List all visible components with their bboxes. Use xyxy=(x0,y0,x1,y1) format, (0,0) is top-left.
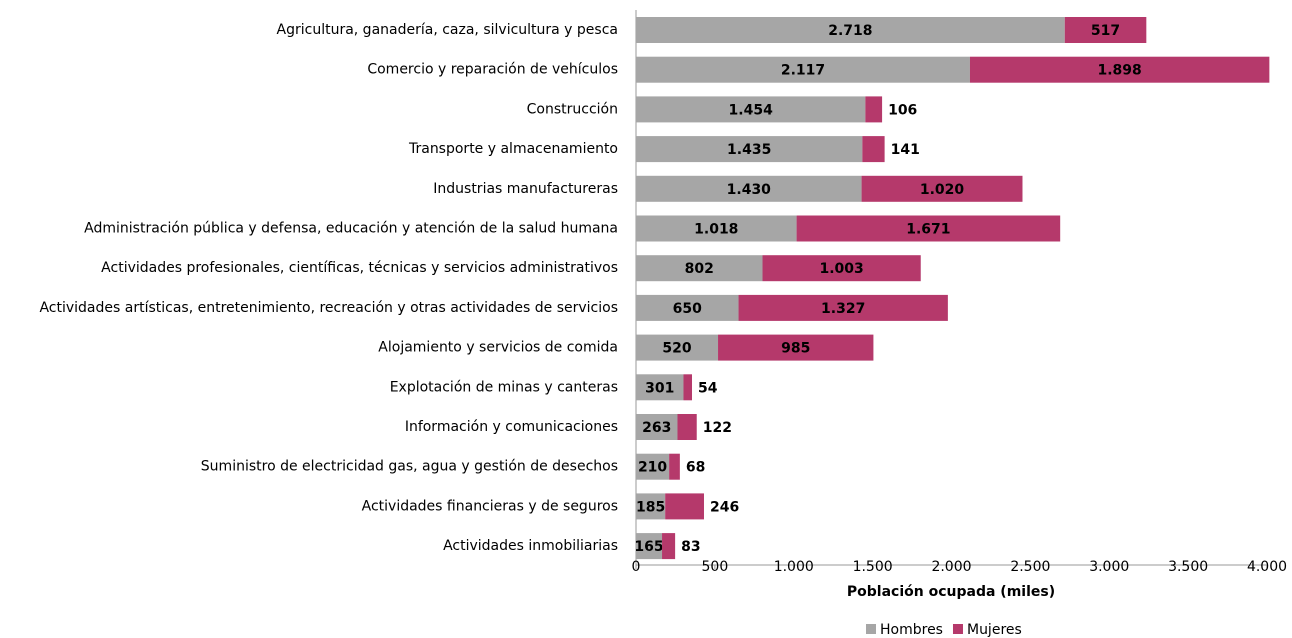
data-label: 1.671 xyxy=(906,222,950,238)
bar-segment xyxy=(738,294,948,321)
x-tick-label: 500 xyxy=(702,559,729,575)
data-label: 141 xyxy=(891,142,920,158)
bar-segment xyxy=(636,136,863,163)
data-label: 301 xyxy=(645,380,674,396)
bar-segment xyxy=(636,334,719,361)
bar-segment xyxy=(665,493,704,520)
bar-segment xyxy=(796,215,1061,242)
bar-segment xyxy=(718,334,874,361)
bar-segment xyxy=(677,414,697,440)
x-tick-label: 0 xyxy=(632,559,641,575)
category-label: Administración pública y defensa, educac… xyxy=(84,221,618,237)
x-tick-label: 3.000 xyxy=(1089,559,1129,575)
bar-segment xyxy=(636,175,862,202)
bar-segment xyxy=(636,255,763,282)
legend-label: Mujeres xyxy=(967,622,1022,638)
data-label: 650 xyxy=(673,301,702,317)
data-label: 1.327 xyxy=(821,301,865,317)
data-label: 210 xyxy=(638,460,667,476)
category-label: Actividades artísticas, entretenimiento,… xyxy=(39,300,618,316)
legend-swatch xyxy=(866,624,876,634)
bar-segment xyxy=(865,96,883,123)
bar-segment xyxy=(636,215,797,242)
category-label: Suministro de electricidad gas, agua y g… xyxy=(201,459,618,475)
x-tick-label: 4.000 xyxy=(1247,559,1287,575)
data-label: 517 xyxy=(1091,23,1120,39)
data-label: 2.117 xyxy=(781,63,825,79)
category-label: Alojamiento y servicios de comida xyxy=(378,340,618,356)
bar-segment xyxy=(683,374,693,401)
data-label: 185 xyxy=(636,499,665,515)
x-tick-label: 2.000 xyxy=(931,559,971,575)
data-label: 165 xyxy=(634,539,663,555)
bar-segment xyxy=(662,533,676,560)
data-label: 802 xyxy=(685,261,714,277)
x-tick-label: 1.500 xyxy=(853,559,893,575)
bar-segment xyxy=(669,453,680,480)
category-label: Actividades profesionales, científicas, … xyxy=(101,260,618,276)
data-label: 122 xyxy=(703,420,732,436)
bar-segment xyxy=(861,175,1023,202)
bar-segment xyxy=(1064,17,1147,43)
bar-segment xyxy=(636,533,663,560)
data-label: 520 xyxy=(662,341,691,357)
bar-segment xyxy=(636,374,684,401)
category-label: Transporte y almacenamiento xyxy=(408,141,618,157)
data-label: 68 xyxy=(686,460,705,476)
category-label: Actividades inmobiliarias xyxy=(443,538,618,554)
x-tick-label: 2.500 xyxy=(1010,559,1050,575)
data-label: 1.020 xyxy=(920,182,965,198)
category-label: Agricultura, ganadería, caza, silvicultu… xyxy=(277,22,618,38)
legend-swatch xyxy=(952,624,963,634)
data-label: 1.435 xyxy=(727,142,771,158)
x-axis-title: Población ocupada (miles) xyxy=(847,584,1055,600)
legend-label: Hombres xyxy=(880,622,943,638)
data-label: 1.898 xyxy=(1098,63,1142,79)
category-label: Actividades financieras y de seguros xyxy=(362,498,618,514)
data-label: 1.018 xyxy=(694,222,738,238)
data-label: 1.430 xyxy=(727,182,772,198)
data-label: 263 xyxy=(642,420,671,436)
data-label: 1.454 xyxy=(729,102,774,118)
bar-segment xyxy=(762,255,921,282)
bar-segment xyxy=(636,96,866,123)
data-label: 985 xyxy=(781,341,810,357)
category-label: Industrias manufactureras xyxy=(433,181,618,197)
x-tick-label: 1.000 xyxy=(774,559,814,575)
category-label: Información y comunicaciones xyxy=(405,419,618,435)
bar-segment xyxy=(862,136,885,163)
bar-segment xyxy=(636,17,1065,43)
data-label: 106 xyxy=(888,102,917,118)
bar-segment xyxy=(969,56,1270,83)
bar-segment xyxy=(636,414,678,440)
category-label: Construcción xyxy=(527,101,618,117)
data-label: 1.003 xyxy=(819,261,863,277)
category-label: Explotación de minas y canteras xyxy=(390,379,618,395)
category-label: Comercio y reparación de vehículos xyxy=(367,62,618,78)
data-label: 2.718 xyxy=(828,23,872,39)
bar-segment xyxy=(636,493,666,520)
bar-segment xyxy=(636,56,970,83)
bar-segment xyxy=(636,453,670,480)
data-label: 246 xyxy=(710,499,739,515)
bar-segment xyxy=(636,294,739,321)
data-label: 83 xyxy=(681,539,700,555)
data-label: 54 xyxy=(698,380,718,396)
x-tick-label: 3.500 xyxy=(1168,559,1208,575)
